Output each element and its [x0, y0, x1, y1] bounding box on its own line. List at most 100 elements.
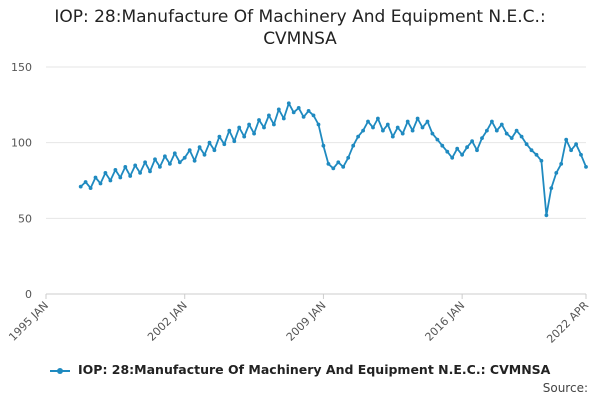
data-point — [356, 134, 360, 139]
data-point — [504, 131, 509, 136]
data-point — [470, 139, 474, 144]
data-point — [163, 154, 167, 159]
series-group — [78, 101, 588, 218]
data-point — [410, 128, 415, 133]
data-point — [420, 125, 425, 130]
data-point — [400, 131, 405, 136]
data-point — [450, 155, 455, 160]
data-point — [539, 158, 544, 163]
data-point — [262, 125, 266, 130]
data-point — [514, 128, 519, 133]
data-point — [390, 134, 395, 139]
data-point — [291, 110, 296, 115]
data-point — [480, 136, 484, 141]
data-point — [549, 186, 554, 191]
y-tick-label: 150 — [11, 61, 32, 74]
data-point — [83, 180, 88, 184]
data-point — [212, 148, 217, 153]
data-point — [118, 175, 123, 180]
data-point — [247, 122, 252, 127]
data-point — [182, 155, 187, 160]
data-point — [276, 107, 281, 112]
data-point — [341, 165, 346, 169]
source-label: Source: — [542, 381, 588, 395]
data-point — [415, 116, 420, 121]
x-tick-label: 1995 JAN — [6, 299, 51, 344]
data-point — [579, 152, 583, 157]
data-point — [202, 152, 207, 157]
data-point — [395, 125, 400, 130]
y-tick-label: 0 — [25, 288, 32, 301]
data-point — [113, 168, 118, 172]
data-point — [376, 116, 380, 121]
data-point — [475, 148, 479, 153]
data-point — [272, 122, 276, 127]
data-point — [494, 128, 499, 133]
data-point — [564, 137, 569, 142]
data-point — [133, 163, 138, 168]
data-point — [207, 140, 212, 145]
data-point — [177, 160, 182, 165]
data-point — [425, 119, 430, 124]
data-point — [381, 128, 385, 133]
data-point — [519, 134, 524, 139]
x-tick-label: 2009 JAN — [284, 299, 329, 344]
data-point — [242, 134, 247, 139]
grid-lines — [46, 66, 586, 295]
data-point — [108, 178, 113, 183]
data-point — [168, 162, 172, 166]
data-point — [361, 128, 365, 133]
legend[interactable]: IOP: 28:Manufacture Of Machinery And Equ… — [0, 362, 600, 377]
data-point — [331, 166, 336, 171]
data-point — [78, 184, 83, 189]
data-point — [554, 171, 559, 175]
data-point — [385, 122, 390, 127]
x-tick-label: 2016 JAN — [423, 299, 468, 344]
data-point — [460, 152, 464, 157]
data-point — [371, 125, 375, 130]
data-point — [440, 143, 445, 148]
data-point — [217, 134, 222, 139]
data-point — [321, 143, 326, 148]
chart-title: IOP: 28:Manufacture Of Machinery And Equ… — [0, 6, 600, 50]
data-point — [465, 145, 469, 150]
data-point — [316, 122, 321, 127]
data-point — [430, 131, 435, 136]
data-point — [574, 142, 578, 147]
data-point — [336, 160, 341, 165]
data-point — [366, 119, 370, 124]
x-tick-label: 2022 APR — [544, 299, 591, 346]
data-point — [267, 113, 271, 118]
data-point — [455, 146, 460, 151]
data-point — [301, 115, 306, 119]
data-point — [252, 131, 256, 136]
data-point — [346, 155, 351, 160]
data-point — [88, 186, 93, 191]
data-point — [405, 119, 410, 124]
data-point — [509, 136, 514, 141]
data-point — [584, 165, 588, 169]
legend-marker-icon — [49, 367, 70, 374]
y-tick-label: 100 — [11, 137, 32, 150]
data-point — [524, 142, 529, 147]
data-point — [445, 149, 450, 154]
data-point — [98, 181, 103, 186]
x-axis: 1995 JAN 2002 JAN 2009 JAN 2016 JAN 2022 APR — [6, 294, 591, 346]
data-point — [187, 148, 192, 153]
data-point — [143, 160, 148, 165]
data-point — [351, 143, 356, 148]
data-point — [227, 128, 232, 133]
legend-label: IOP: 28:Manufacture Of Machinery And Equ… — [78, 362, 551, 377]
data-point — [158, 165, 162, 169]
data-point — [306, 109, 311, 113]
y-axis: 0 50 100 150 — [11, 61, 32, 301]
data-point — [544, 213, 549, 218]
data-point — [138, 171, 143, 175]
data-point — [296, 106, 301, 110]
chart-title-line1: IOP: 28:Manufacture Of Machinery And Equ… — [54, 7, 546, 27]
x-tick-label: 2002 JAN — [145, 299, 190, 344]
data-point — [257, 118, 261, 122]
data-point — [559, 162, 564, 166]
data-point — [490, 119, 494, 124]
